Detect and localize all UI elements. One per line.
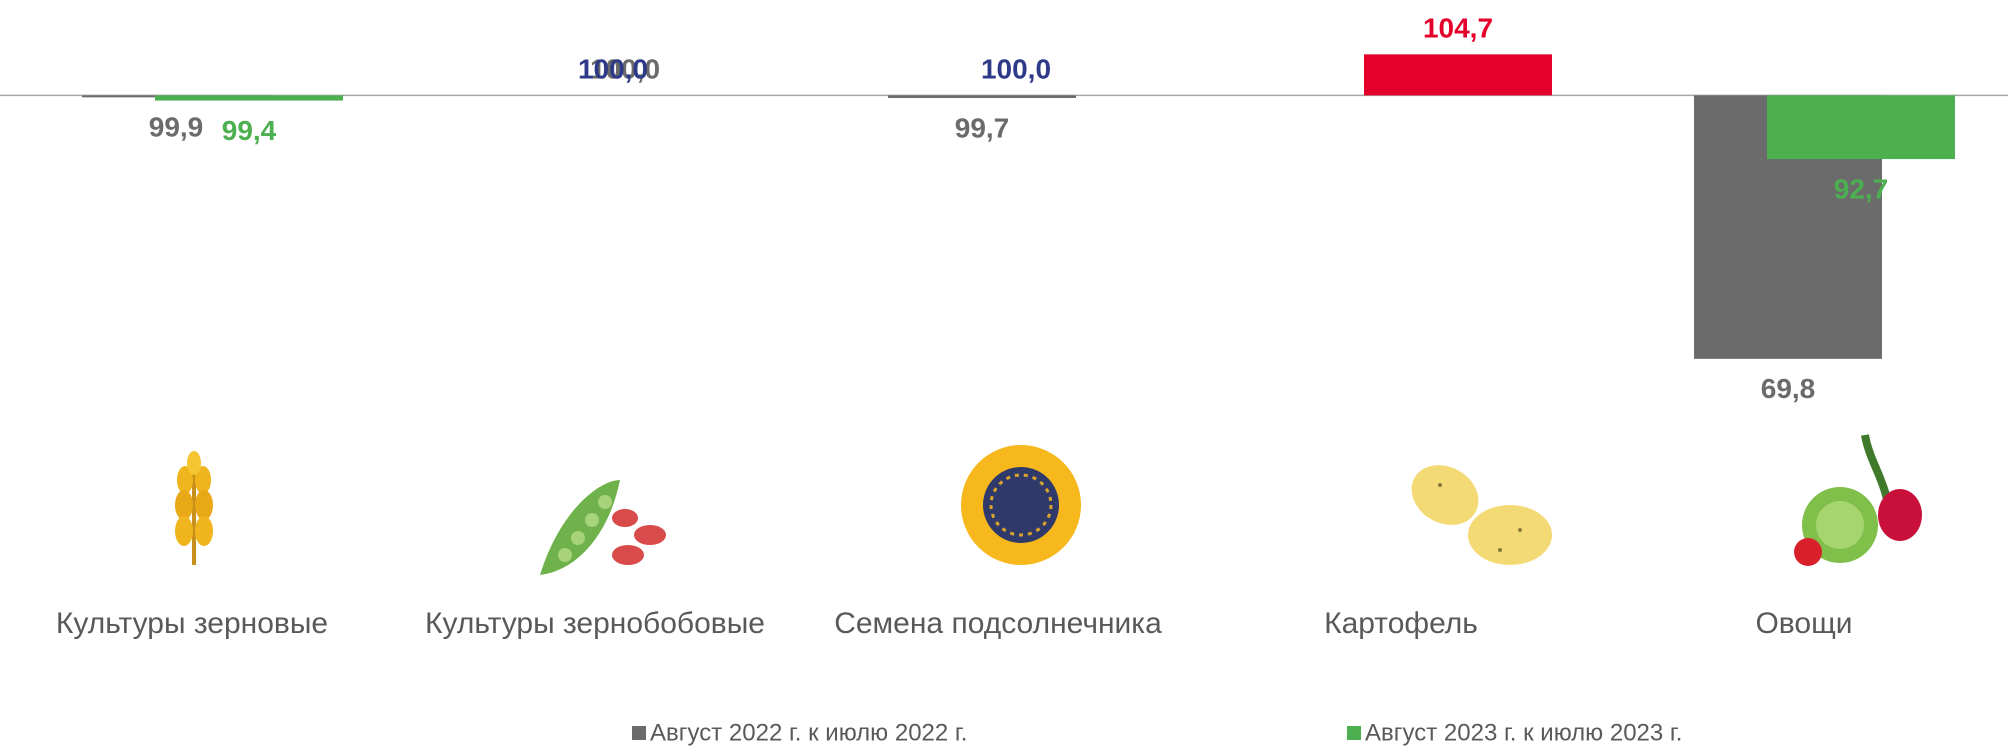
category-label: Овощи xyxy=(1755,607,1852,640)
icon-potato xyxy=(1401,453,1552,565)
bar xyxy=(1364,54,1552,95)
chart: 99,9100,099,7100,069,899,4100,0100,0104,… xyxy=(0,0,2008,746)
category-label: Картофель xyxy=(1324,607,1478,640)
value-label: 99,7 xyxy=(955,112,1010,143)
value-label: 99,4 xyxy=(222,115,277,146)
category-label: Культуры зернобобовые xyxy=(425,607,765,640)
page: {"chart_data": {"type": "bar", "categori… xyxy=(0,0,2008,746)
bar xyxy=(1767,95,1955,159)
icon-sunflower xyxy=(961,445,1081,565)
legend-label: Август 2023 г. к июлю 2023 г. xyxy=(1365,719,1682,746)
value-label: 100,0 xyxy=(981,54,1051,85)
legend-label: Август 2022 г. к июлю 2022 г. xyxy=(650,719,967,746)
value-label: 69,8 xyxy=(1761,373,1816,404)
value-label: 99,9 xyxy=(149,112,204,143)
legend-swatch xyxy=(632,726,646,740)
bar xyxy=(888,95,1076,98)
icon-wheat xyxy=(175,451,213,565)
icon-vegetables xyxy=(1794,435,1922,566)
value-label: 104,7 xyxy=(1423,13,1493,44)
value-label: 100,0 xyxy=(578,54,648,85)
value-label: 92,7 xyxy=(1834,173,1889,204)
legend-swatch xyxy=(1347,726,1361,740)
bar xyxy=(155,95,343,100)
category-label: Культуры зерновые xyxy=(56,607,328,640)
category-label: Семена подсолнечника xyxy=(834,607,1162,640)
icon-legumes xyxy=(540,480,666,575)
